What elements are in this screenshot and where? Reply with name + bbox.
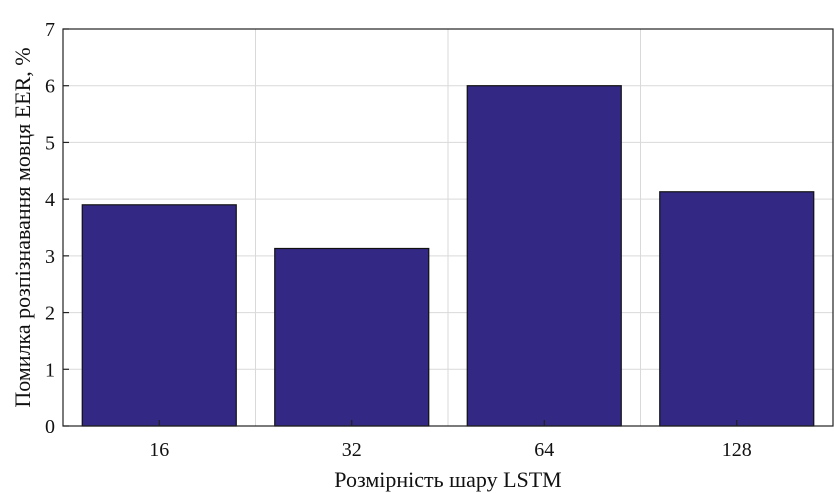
y-tick-label: 0 bbox=[45, 416, 55, 438]
y-tick-label: 4 bbox=[45, 189, 55, 211]
x-axis-ticks: 16 32 64 128 bbox=[149, 420, 752, 461]
x-axis-title: Розмірність шару LSTM bbox=[334, 467, 562, 492]
x-tick-label: 32 bbox=[342, 439, 362, 461]
y-tick-label: 3 bbox=[45, 246, 55, 268]
x-tick-label: 64 bbox=[534, 439, 554, 461]
bar-16 bbox=[81, 204, 237, 427]
bars bbox=[81, 85, 815, 427]
y-tick-label: 2 bbox=[45, 303, 55, 325]
y-tick-label: 7 bbox=[45, 19, 55, 41]
bar-128 bbox=[659, 191, 815, 427]
y-tick-label: 6 bbox=[45, 76, 55, 98]
x-tick-label: 128 bbox=[722, 439, 752, 461]
bar-32 bbox=[274, 247, 430, 427]
plot-frame bbox=[62, 28, 834, 427]
axes bbox=[62, 28, 834, 427]
y-axis-title: Помилка розпізнавання мовця EER, % bbox=[10, 47, 35, 407]
y-axis-ticks: 0 1 2 3 4 5 6 7 bbox=[45, 19, 69, 438]
x-tick-label: 16 bbox=[149, 439, 169, 461]
y-tick-label: 5 bbox=[45, 132, 55, 154]
y-tick-label: 1 bbox=[45, 359, 55, 381]
bar-64 bbox=[466, 85, 622, 427]
